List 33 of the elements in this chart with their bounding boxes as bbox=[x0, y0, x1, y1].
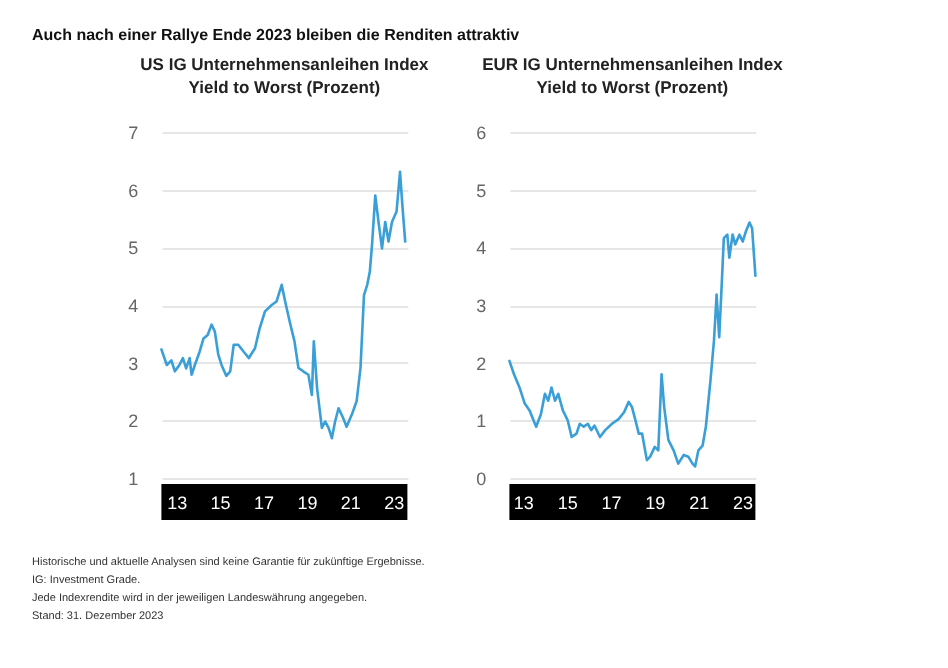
y-tick-label: 6 bbox=[128, 180, 139, 201]
x-tick-label: 21 bbox=[340, 493, 361, 513]
x-tick-label: 13 bbox=[167, 493, 188, 513]
y-tick-label: 3 bbox=[128, 353, 139, 374]
x-tick-label: 21 bbox=[689, 493, 710, 513]
y-tick-label: 2 bbox=[476, 353, 487, 374]
x-tick-label: 15 bbox=[557, 493, 578, 513]
y-tick-label: 7 bbox=[128, 123, 139, 143]
y-tick-label: 4 bbox=[476, 238, 487, 259]
chart-subtitle: Yield to Worst (Prozent) bbox=[536, 77, 729, 97]
x-tick-label: 17 bbox=[601, 493, 622, 513]
line-series bbox=[508, 221, 757, 468]
x-tick-label: 19 bbox=[297, 493, 318, 513]
line-series bbox=[160, 170, 407, 440]
chart-subtitle: Yield to Worst (Prozent) bbox=[188, 77, 381, 97]
x-tick-label: 13 bbox=[513, 493, 534, 513]
x-tick-label: 15 bbox=[210, 493, 231, 513]
y-tick-label: 5 bbox=[476, 180, 487, 201]
x-tick-label: 23 bbox=[733, 493, 754, 513]
text: Auch nach einer Rallye Ende 2023 bleiben die Renditen attraktiv bbox=[32, 26, 521, 44]
y-tick-label: 3 bbox=[476, 296, 487, 316]
x-tick-label: 23 bbox=[384, 493, 405, 513]
y-tick-label: 1 bbox=[128, 469, 139, 489]
y-tick-label: 4 bbox=[128, 296, 139, 316]
y-tick-label: 1 bbox=[476, 411, 487, 432]
chart-title: US IG Unternehmensanleihen Index bbox=[140, 54, 429, 74]
y-tick-label: 6 bbox=[476, 123, 487, 143]
chart-title: EUR IG Unternehmensanleihen Index bbox=[482, 54, 784, 74]
x-tick-label: 17 bbox=[254, 493, 275, 513]
y-tick-label: 5 bbox=[128, 238, 139, 259]
y-tick-label: 0 bbox=[476, 469, 487, 489]
x-tick-label: 19 bbox=[645, 493, 666, 513]
y-tick-label: 2 bbox=[128, 411, 139, 432]
